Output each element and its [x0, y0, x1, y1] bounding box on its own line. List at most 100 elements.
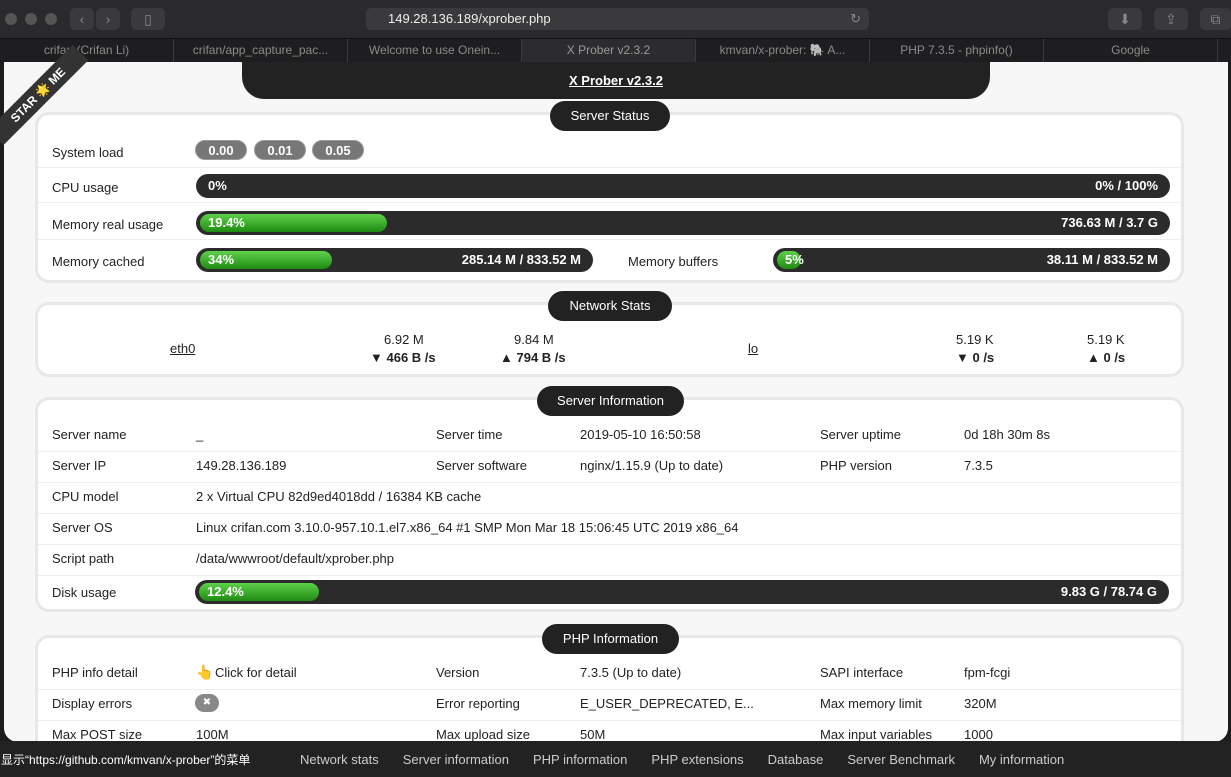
memory-real-fill	[200, 214, 388, 232]
browser-tab[interactable]: PHP 7.3.5 - phpinfo()	[870, 39, 1044, 62]
memory-buffers-bar: 5% 38.11 M / 833.52 M	[773, 248, 1170, 272]
download-icon[interactable]: ⬇	[1108, 8, 1142, 30]
browser-tab[interactable]: Welcome to use Onein...	[348, 39, 522, 62]
close-window-button[interactable]	[5, 13, 17, 25]
memory-buffers-fill	[777, 251, 801, 269]
sapi-value: fpm-fcgi	[964, 665, 1011, 680]
load-5min: 0.01	[254, 140, 306, 160]
bottom-nav-item[interactable]: My information	[978, 751, 1065, 767]
version-value: 7.3.5 (Up to date)	[580, 665, 682, 680]
page-title[interactable]: X Prober v2.3.2	[242, 62, 990, 99]
error-reporting-value: E_USER_DEPRECATED, E...	[580, 696, 754, 711]
bottom-nav-item[interactable]: Server Benchmark	[847, 751, 955, 767]
max-input-label: Max input variables	[820, 727, 932, 742]
cpu-model-label: CPU model	[52, 489, 119, 504]
max-upload-value: 50M	[580, 727, 606, 742]
server-status-card: System load CPU usage Memory real usage …	[35, 112, 1184, 283]
bottom-nav-item[interactable]: Network stats	[300, 751, 379, 767]
os-value: Linux crifan.com 3.10.0-957.10.1.el7.x86…	[196, 520, 739, 535]
cpu-total: 0% / 100%	[1095, 178, 1158, 193]
script-value: /data/wwwroot/default/xprober.php	[196, 551, 395, 566]
lo-rx-total: 5.19 K	[956, 332, 994, 347]
os-label: Server OS	[52, 520, 113, 535]
sapi-label: SAPI interface	[820, 665, 904, 680]
memory-buffers-total: 38.11 M / 833.52 M	[1046, 252, 1158, 267]
interface-eth0[interactable]: eth0	[170, 341, 196, 356]
script-label: Script path	[52, 551, 115, 566]
ip-label: Server IP	[52, 458, 107, 473]
zoom-window-button[interactable]	[45, 13, 57, 25]
software-value: nginx/1.15.9 (Up to date)	[580, 458, 724, 473]
memory-buffers-label: Memory buffers	[628, 254, 719, 269]
eth0-tx-rate: ▲ 794 B /s	[500, 350, 566, 365]
uptime-label: Server uptime	[820, 427, 901, 442]
ip-value: 149.28.136.189	[196, 458, 287, 473]
server-status-heading[interactable]: Server Status	[550, 101, 670, 131]
bottom-nav-item[interactable]: Database	[767, 751, 824, 767]
server-info-heading[interactable]: Server Information	[537, 386, 684, 416]
php-version-value: 7.3.5	[964, 458, 993, 473]
memory-real-label: Memory real usage	[52, 217, 164, 232]
disk-pct: 12.4%	[207, 584, 244, 599]
max-memory-value: 320M	[964, 696, 997, 711]
share-icon[interactable]: ⇪	[1154, 8, 1188, 30]
display-errors-label: Display errors	[52, 696, 133, 711]
disk-usage-fill	[199, 583, 319, 601]
memory-real-bar: 19.4% 736.63 M / 3.7 G	[196, 211, 1170, 235]
memory-real-total: 736.63 M / 3.7 G	[1061, 215, 1158, 230]
max-input-value: 1000	[964, 727, 993, 742]
lo-tx-total: 5.19 K	[1087, 332, 1125, 347]
browser-tab[interactable]: X Prober v2.3.2	[522, 39, 696, 62]
tabs-overview-icon[interactable]: ⧉	[1200, 8, 1231, 30]
php-info-heading[interactable]: PHP Information	[542, 624, 679, 654]
software-label: Server software	[436, 458, 528, 473]
disk-usage-bar: 12.4% 9.83 G / 78.74 G	[195, 580, 1169, 604]
back-button[interactable]: ‹	[70, 8, 94, 30]
cpu-pct: 0%	[208, 178, 227, 193]
server-time-value: 2019-05-10 16:50:58	[580, 427, 701, 442]
max-post-value: 100M	[196, 727, 229, 742]
disk-total: 9.83 G / 78.74 G	[1060, 584, 1157, 599]
server-time-label: Server time	[436, 427, 503, 442]
interface-lo[interactable]: lo	[748, 341, 759, 356]
memory-buffers-pct: 5%	[785, 252, 804, 267]
cpu-model-value: 2 x Virtual CPU 82d9ed4018dd / 16384 KB …	[196, 489, 482, 504]
memory-cached-pct: 34%	[208, 252, 235, 267]
network-stats-heading[interactable]: Network Stats	[548, 291, 672, 321]
php-info-detail-link[interactable]: Click for detail	[215, 665, 297, 680]
reload-icon[interactable]: ↻	[850, 11, 861, 26]
browser-toolbar: ‹ › ▯ 149.28.136.189/xprober.php ↻ ⬇ ⇪ ⧉	[0, 0, 1231, 38]
server-name-value: _	[196, 427, 204, 442]
detail-label: PHP info detail	[52, 665, 138, 680]
cpu-usage-label: CPU usage	[52, 180, 119, 195]
address-bar[interactable]: 149.28.136.189/xprober.php ↻	[366, 8, 869, 30]
lo-tx-rate: ▲ 0 /s	[1087, 350, 1126, 365]
pointing-hand-icon: 👆	[196, 664, 214, 680]
browser-tab[interactable]: crifan/app_capture_pac...	[174, 39, 348, 62]
bottom-nav-item[interactable]: PHP extensions	[651, 751, 744, 767]
error-reporting-label: Error reporting	[436, 696, 520, 711]
display-errors-off-icon: ✖	[195, 694, 219, 712]
max-post-label: Max POST size	[52, 727, 143, 742]
server-name-label: Server name	[52, 427, 127, 442]
bottom-nav-item[interactable]: PHP information	[532, 751, 628, 767]
browser-tab[interactable]: kmvan/x-prober: 🐘 A...	[696, 39, 870, 62]
memory-cached-bar: 34% 285.14 M / 833.52 M	[196, 248, 593, 272]
load-1min: 0.00	[195, 140, 247, 160]
memory-cached-label: Memory cached	[52, 254, 145, 269]
disk-label: Disk usage	[52, 585, 117, 600]
bottom-nav-item[interactable]: Server information	[402, 751, 509, 767]
sidebar-toggle-icon[interactable]: ▯	[131, 8, 165, 30]
browser-tab[interactable]: Google	[1044, 39, 1218, 62]
max-memory-label: Max memory limit	[820, 696, 922, 711]
cpu-usage-bar: 0% 0% / 100%	[196, 174, 1170, 198]
eth0-rx-rate: ▼ 466 B /s	[370, 350, 436, 365]
eth0-tx-total: 9.84 M	[514, 332, 554, 347]
forward-button[interactable]: ›	[96, 8, 120, 30]
eth0-rx-total: 6.92 M	[384, 332, 424, 347]
lo-rx-rate: ▼ 0 /s	[956, 350, 995, 365]
minimize-window-button[interactable]	[25, 13, 37, 25]
tab-bar: crifan (Crifan Li) crifan/app_capture_pac…	[0, 38, 1231, 62]
load-15min: 0.05	[312, 140, 364, 160]
status-bar-text: 显示“https://github.com/kmvan/x-prober”的菜单	[1, 752, 251, 767]
